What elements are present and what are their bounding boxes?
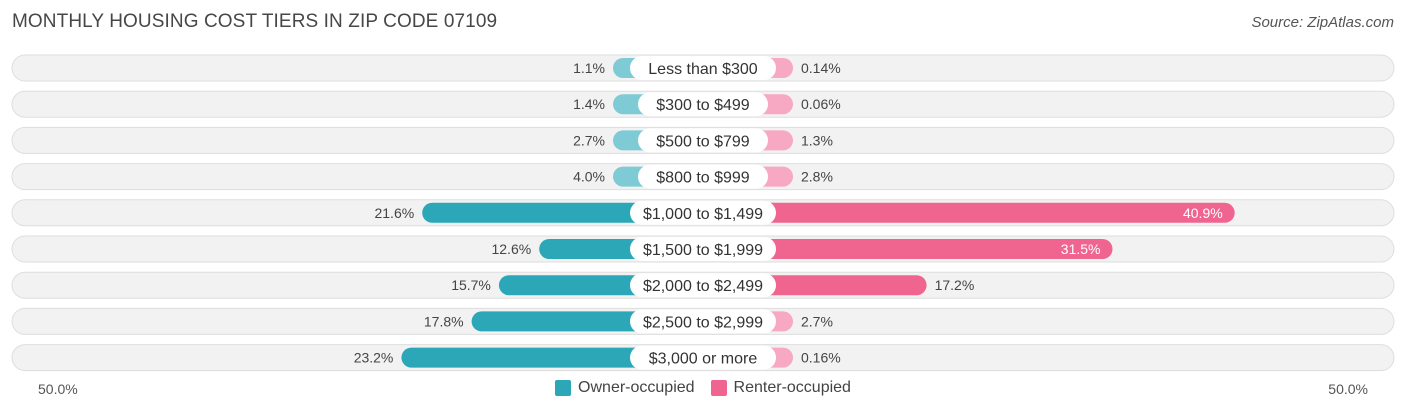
category-pill — [630, 237, 776, 261]
category-label: $1,000 to $1,499 — [643, 206, 763, 223]
renter-value-label: 2.8% — [801, 169, 833, 185]
legend-swatch-owner — [555, 380, 572, 396]
category-label: Less than $300 — [648, 61, 758, 78]
owner-value-label: 1.1% — [573, 60, 605, 76]
category-pill — [630, 200, 776, 225]
legend: Owner-occupied Renter-occupied — [0, 379, 1406, 397]
renter-value-label: 0.14% — [801, 60, 841, 76]
chart-title: MONTHLY HOUSING COST TIERS IN ZIP CODE 0… — [12, 11, 498, 32]
category-label: $3,000 or more — [649, 351, 758, 368]
owner-value-label: 15.7% — [451, 277, 491, 293]
renter-value-label: 40.9% — [1183, 205, 1223, 221]
category-pill — [638, 164, 768, 189]
renter-value-label: 17.2% — [935, 277, 975, 293]
owner-bar — [401, 347, 703, 368]
legend-label-renter: Renter-occupied — [733, 379, 851, 396]
renter-value-label: 1.3% — [801, 132, 833, 148]
axis-left-label: 50.0% — [38, 381, 78, 397]
renter-value-label: 2.7% — [801, 313, 833, 329]
category-label: $2,500 to $2,999 — [643, 314, 763, 331]
owner-value-label: 2.7% — [573, 132, 605, 148]
category-label: $500 to $799 — [656, 133, 750, 150]
category-label: $300 to $499 — [656, 97, 750, 114]
legend-label-owner: Owner-occupied — [578, 379, 695, 396]
axis-right-label: 50.0% — [1328, 381, 1368, 397]
category-label: $2,000 to $2,499 — [643, 278, 763, 295]
owner-value-label: 4.0% — [573, 169, 605, 185]
category-label: $1,500 to $1,999 — [643, 242, 763, 259]
legend-item-owner[interactable]: Owner-occupied — [555, 379, 695, 397]
category-pill — [630, 309, 776, 334]
category-pill — [630, 56, 776, 80]
owner-value-label: 17.8% — [424, 313, 464, 329]
legend-item-renter[interactable]: Renter-occupied — [710, 379, 851, 397]
source-note: Source: ZipAtlas.com — [1251, 14, 1394, 31]
category-pill — [638, 128, 768, 153]
category-pill — [630, 273, 776, 298]
owner-value-label: 21.6% — [374, 205, 414, 221]
renter-bar — [703, 202, 1235, 223]
owner-value-label: 23.2% — [354, 350, 394, 366]
category-pill — [630, 345, 776, 370]
owner-value-label: 12.6% — [491, 241, 531, 257]
legend-swatch-renter — [710, 380, 727, 396]
category-pill — [638, 92, 768, 117]
renter-value-label: 0.16% — [801, 350, 841, 366]
renter-value-label: 0.06% — [801, 96, 841, 112]
category-label: $800 to $999 — [656, 170, 750, 187]
renter-bar — [703, 239, 1113, 259]
renter-value-label: 31.5% — [1061, 241, 1101, 257]
owner-value-label: 1.4% — [573, 96, 605, 112]
